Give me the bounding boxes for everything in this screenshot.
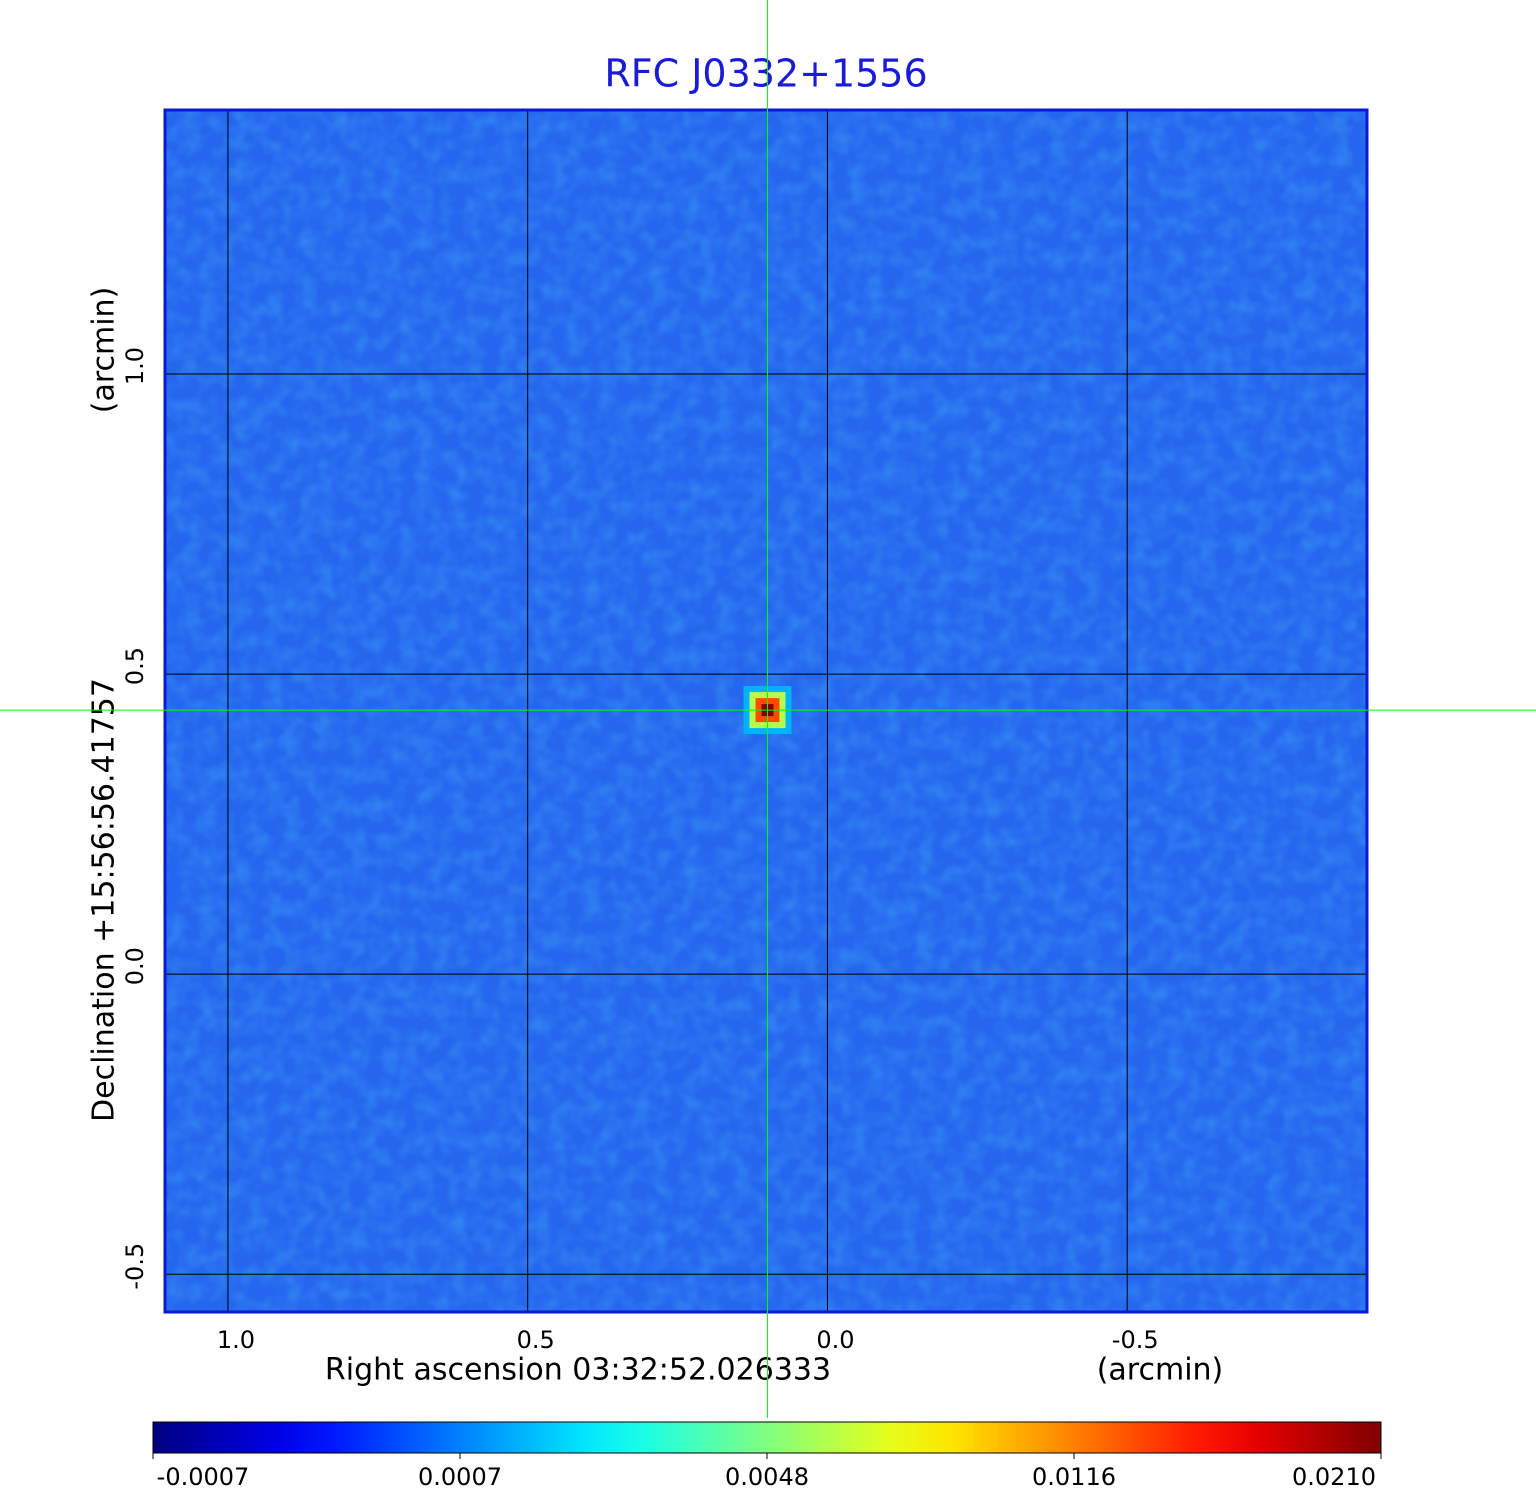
colorbar-tick-label: 0.0116: [1032, 1463, 1116, 1491]
colorbar-tick-label: 0.0210: [1292, 1463, 1376, 1491]
plot-frame: [163, 108, 1369, 1314]
x-axis-label: Right ascension 03:32:52.026333: [325, 1353, 831, 1388]
y-tick-label: 0.5: [121, 647, 149, 685]
colorbar-tick-label: 0.0007: [418, 1463, 502, 1491]
y-tick-label: 0.0: [121, 947, 149, 985]
colorbar-tick-label: 0.0048: [725, 1463, 809, 1491]
y-tick-label: 1.0: [121, 347, 149, 385]
x-tick-label: 1.0: [217, 1326, 255, 1354]
x-axis-unit: (arcmin): [1097, 1353, 1224, 1388]
y-tick-label: -0.5: [121, 1243, 149, 1290]
x-tick-label: 0.5: [517, 1326, 555, 1354]
x-tick-label: -0.5: [1112, 1326, 1159, 1354]
colorbar: [152, 1421, 1382, 1454]
y-axis-label: Declination +15:56:56.41757: [87, 678, 122, 1122]
colorbar-tick-label: -0.0007: [157, 1463, 250, 1491]
y-axis-unit: (arcmin): [87, 287, 122, 414]
chart-title: RFC J0332+1556: [604, 52, 927, 96]
x-tick-label: 0.0: [816, 1326, 854, 1354]
